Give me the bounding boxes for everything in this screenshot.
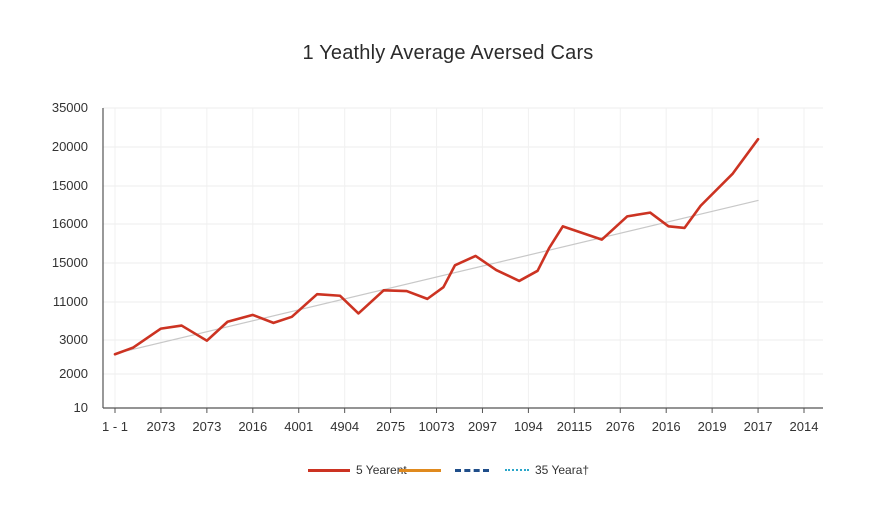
data-point (132, 346, 135, 349)
x-tick-label: 2097 (468, 419, 497, 434)
y-tick-label: 3000 (59, 332, 88, 347)
data-point (180, 324, 183, 327)
data-point (536, 270, 539, 272)
legend-swatch-navy-dashed (455, 468, 489, 472)
x-tick-label: 1 - 1 (102, 419, 128, 434)
y-tick-label: 16000 (52, 216, 88, 231)
legend-swatch-orange-line (399, 468, 441, 472)
data-point (357, 312, 360, 315)
data-point (667, 225, 670, 228)
data-point (562, 225, 564, 228)
legend-label: 5 Yearent (356, 463, 407, 477)
data-point (426, 298, 429, 300)
data-point (757, 138, 759, 140)
series (113, 137, 760, 356)
data-point (548, 247, 550, 249)
data-point (474, 255, 477, 257)
x-tick-label: 10073 (418, 419, 454, 434)
x-tick-label: 2016 (652, 419, 681, 434)
grid (103, 107, 823, 408)
data-point (454, 264, 456, 267)
data-point (272, 322, 275, 324)
x-tick-label: 1094 (514, 419, 543, 434)
data-point (316, 293, 318, 296)
x-tick-label: 2073 (192, 419, 221, 434)
data-point (649, 211, 651, 214)
y-tick-label: 15000 (52, 178, 88, 193)
x-tick-label: 2073 (146, 419, 175, 434)
x-tick-label: 4904 (330, 419, 359, 434)
legend-item-orange (399, 461, 447, 479)
x-tick-label: 2014 (790, 419, 819, 434)
legend-swatch-cyan-dotted (505, 469, 529, 471)
x-tick-label: 2019 (698, 419, 727, 434)
legend-item-navy (455, 461, 495, 479)
data-point (226, 320, 229, 323)
y-tick-label: 2000 (59, 366, 88, 381)
y-tick-label: 11000 (53, 294, 88, 309)
legend-item-5-yearent: 5 Yearent (308, 461, 407, 479)
axes (102, 108, 823, 413)
data-point (252, 314, 254, 316)
data-point (732, 172, 734, 175)
legend-swatch-red-line (308, 468, 350, 472)
y-tick-label: 20000 (52, 139, 88, 154)
data-point (601, 238, 603, 241)
data-point (160, 327, 162, 330)
y-tick-labels: 10 2000 3000 11000 15000 16000 15000 20000 35000 (52, 100, 88, 415)
data-point (683, 227, 686, 229)
x-tick-label: 2016 (238, 419, 267, 434)
x-tick-label: 2076 (606, 419, 635, 434)
legend-item-35-yeara: 35 Yeara† (505, 461, 589, 479)
data-point (626, 215, 628, 218)
data-point (495, 269, 498, 271)
data-point (518, 280, 521, 282)
chart-title: 1 Yeathly Average Aversed Cars (302, 42, 594, 64)
x-tick-label: 20115 (557, 419, 592, 434)
legend: 5 Yearent 35 Yeara† (0, 461, 896, 479)
data-point (114, 353, 116, 356)
data-point (442, 286, 445, 288)
x-tick-label: 2017 (744, 419, 773, 434)
data-point (339, 294, 341, 297)
x-tick-labels: 1 - 1 2073 2073 2016 4001 4904 2075 10073 2097 10… (102, 419, 818, 434)
data-point (405, 290, 408, 292)
data-point (206, 339, 208, 342)
y-tick-label: 35000 (52, 100, 88, 115)
data-point (699, 204, 702, 207)
x-tick-label: 2075 (376, 419, 405, 434)
y-tick-label: 15000 (52, 255, 88, 270)
x-tick-label: 4001 (284, 419, 313, 434)
legend-label: 35 Yeara† (535, 463, 590, 477)
data-point (291, 316, 293, 318)
data-point (382, 289, 385, 292)
y-tick-label: 10 (74, 400, 88, 415)
